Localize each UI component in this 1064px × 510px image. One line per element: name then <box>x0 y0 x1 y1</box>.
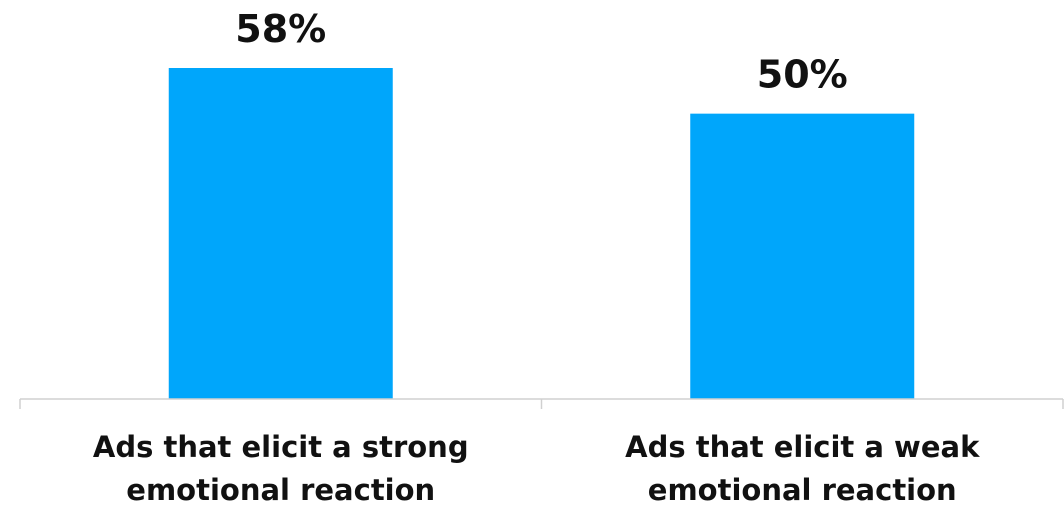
data-label: 50% <box>757 53 848 97</box>
category-label: Ads that elicit a strong <box>93 430 469 464</box>
x-axis <box>19 398 1064 409</box>
bar <box>690 113 915 399</box>
category-label: emotional reaction <box>648 473 957 506</box>
labels-layer: 58% Ads that elicit a strong emotional rea… <box>93 7 980 507</box>
bars-layer <box>168 68 915 399</box>
category-label: Ads that elicit a weak <box>625 430 980 464</box>
data-label: 58% <box>235 7 326 51</box>
category-label: emotional reaction <box>126 473 435 506</box>
bar <box>168 68 393 399</box>
